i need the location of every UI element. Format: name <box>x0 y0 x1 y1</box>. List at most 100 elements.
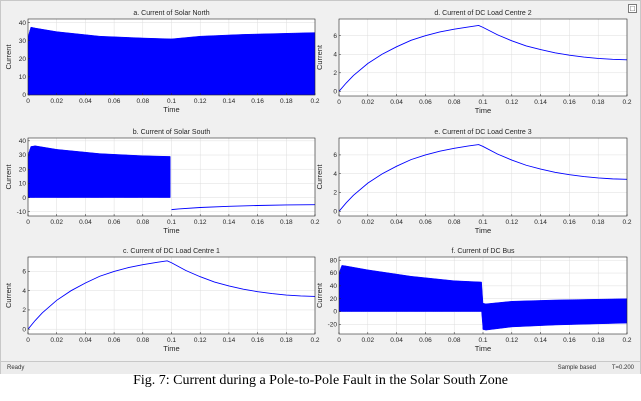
series-group <box>339 144 627 212</box>
x-tick-label: 0.16 <box>563 99 576 106</box>
x-tick-label: 0.12 <box>194 219 207 226</box>
x-tick-label: 0.1 <box>478 337 487 344</box>
x-tick-label: 0.02 <box>50 219 63 226</box>
x-tick-label: 0.06 <box>108 98 121 105</box>
x-tick-label: 0.18 <box>592 337 605 344</box>
x-tick-label: 0.14 <box>534 99 547 106</box>
y-axis-label: Current <box>4 282 13 308</box>
y-tick-label: 80 <box>330 257 338 264</box>
y-tick-label: 0 <box>22 195 26 202</box>
x-axis-label: Time <box>475 106 491 115</box>
y-axis-label: Current <box>315 164 324 190</box>
x-tick-label: 0.16 <box>251 98 264 105</box>
x-tick-label: 0.06 <box>419 99 432 106</box>
x-tick-label: 0 <box>337 219 341 226</box>
y-tick-label: 10 <box>19 74 27 81</box>
status-sample-mode: Sample based <box>557 365 596 371</box>
y-axis-label: Current <box>315 44 324 70</box>
x-tick-label: 0 <box>26 219 30 226</box>
x-tick-label: 0.1 <box>478 99 487 106</box>
x-tick-label: 0.1 <box>478 219 487 226</box>
x-tick-label: 0.2 <box>310 337 319 344</box>
x-tick-label: 0.04 <box>390 219 403 226</box>
series-line <box>28 260 315 330</box>
x-tick-label: 0 <box>26 337 30 344</box>
y-tick-label: 30 <box>19 152 27 159</box>
x-axis-label: Time <box>163 344 179 353</box>
y-tick-label: 4 <box>333 171 337 178</box>
x-tick-label: 0.16 <box>251 219 264 226</box>
y-tick-label: 40 <box>19 20 27 27</box>
x-tick-label: 0 <box>337 99 341 106</box>
x-tick-label: 0.14 <box>534 219 547 226</box>
y-tick-label: 30 <box>19 38 27 45</box>
y-tick-label: 2 <box>333 70 337 77</box>
plot-title: f. Current of DC Bus <box>451 248 515 255</box>
plot-title: a. Current of Solar North <box>133 10 209 17</box>
x-tick-label: 0.04 <box>79 337 92 344</box>
y-axis-label: Current <box>4 44 13 70</box>
y-axis-label: Current <box>4 164 13 190</box>
status-ready: Ready <box>7 365 25 371</box>
x-axis-label: Time <box>163 226 179 235</box>
x-tick-label: 0.2 <box>310 219 319 226</box>
x-tick-label: 0.18 <box>592 219 605 226</box>
scope-window: 0 0.02 0.04 0.06 0.08 0.1 0.12 0.14 0.16 0.18 0.2 0… <box>0 0 641 374</box>
x-tick-label: 0 <box>337 337 341 344</box>
subplot-2: 0 0.02 0.04 0.06 0.08 0.1 0.12 0.14 0.16 0.18 0.2 -… <box>4 129 320 235</box>
y-tick-label: 6 <box>333 33 337 40</box>
x-axis-label: Time <box>163 105 179 114</box>
subplot-3: 0 0.02 0.04 0.06 0.08 0.1 0.12 0.14 0.16 0.18 0.2 0… <box>4 248 320 353</box>
x-tick-label: 0.18 <box>280 219 293 226</box>
x-tick-label: 0.04 <box>79 219 92 226</box>
y-tick-label: 0 <box>333 209 337 216</box>
x-tick-label: 0.16 <box>563 219 576 226</box>
x-tick-label: 0 <box>26 98 30 105</box>
x-tick-label: 0.12 <box>194 337 207 344</box>
y-tick-label: 0 <box>22 326 26 333</box>
x-tick-label: 0.06 <box>419 219 432 226</box>
x-tick-label: 0.18 <box>592 99 605 106</box>
y-tick-label: 6 <box>333 152 337 159</box>
y-tick-label: 2 <box>333 190 337 197</box>
x-axis-label: Time <box>475 344 491 353</box>
x-tick-label: 0.02 <box>361 99 374 106</box>
plot-title: d. Current of DC Load Centre 2 <box>434 10 531 17</box>
x-tick-label: 0.12 <box>505 99 518 106</box>
x-tick-label: 0.2 <box>622 99 631 106</box>
y-tick-label: 10 <box>19 181 27 188</box>
x-tick-label: 0.02 <box>50 98 63 105</box>
figure-caption: Fig. 7: Current during a Pole-to-Pole Fa… <box>133 373 508 388</box>
series-group <box>28 260 315 330</box>
series-group <box>28 26 315 95</box>
x-tick-label: 0.08 <box>136 219 149 226</box>
status-bar: Ready Sample based T=0.200 <box>1 361 640 374</box>
y-tick-label: -20 <box>328 322 338 329</box>
y-tick-label: 40 <box>330 283 338 290</box>
series-line <box>339 144 627 212</box>
x-tick-label: 0.06 <box>108 219 121 226</box>
x-tick-label: 0.04 <box>79 98 92 105</box>
y-tick-label: 2 <box>22 307 26 314</box>
x-tick-label: 0.1 <box>167 98 176 105</box>
x-tick-label: 0.1 <box>167 219 176 226</box>
subplot-1: 0 0.02 0.04 0.06 0.08 0.1 0.12 0.14 0.16 0.18 0.2 0… <box>4 10 320 114</box>
x-tick-label: 0.06 <box>108 337 121 344</box>
y-tick-label: 4 <box>333 51 337 58</box>
y-tick-label: 0 <box>22 92 26 99</box>
x-tick-label: 0.14 <box>534 337 547 344</box>
subplot-6: 0 0.02 0.04 0.06 0.08 0.1 0.12 0.14 0.16 0.18 0.2 -… <box>315 248 632 353</box>
dock-icon[interactable]: □ <box>628 4 637 13</box>
x-tick-label: 0.16 <box>251 337 264 344</box>
x-tick-label: 0.08 <box>448 219 461 226</box>
y-tick-label: 20 <box>330 296 338 303</box>
x-tick-label: 0.2 <box>622 337 631 344</box>
x-tick-label: 0.18 <box>280 98 293 105</box>
y-tick-label: 60 <box>330 270 338 277</box>
y-tick-label: 40 <box>19 138 27 145</box>
x-tick-label: 0.02 <box>50 337 63 344</box>
series-group <box>339 265 627 331</box>
series-line <box>339 25 627 92</box>
y-tick-label: 4 <box>22 288 26 295</box>
x-tick-label: 0.2 <box>622 219 631 226</box>
